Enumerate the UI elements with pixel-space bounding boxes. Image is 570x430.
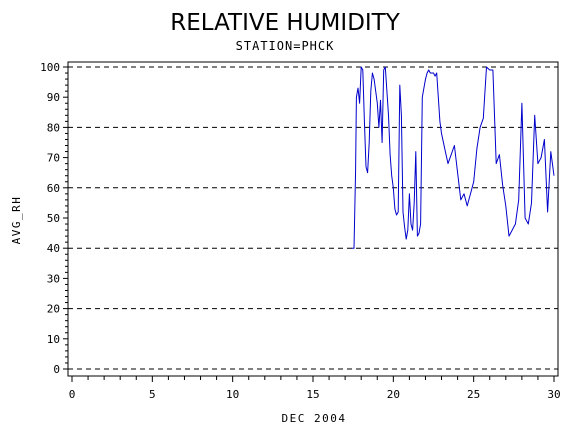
y-tick-label-90: 90 <box>47 91 60 104</box>
x-axis: 0 5 10 15 20 25 30 <box>69 376 561 401</box>
series-line-0 <box>351 66 555 249</box>
x-tick-label-15: 15 <box>306 388 319 401</box>
series-layer <box>351 66 555 249</box>
chart-subtitle: STATION=PHCK <box>236 39 335 53</box>
chart-title: RELATIVE HUMIDITY <box>170 10 401 36</box>
y-tick-label-50: 50 <box>47 212 60 225</box>
y-tick-label-0: 0 <box>53 363 60 376</box>
x-tick-label-5: 5 <box>149 388 156 401</box>
y-tick-label-20: 20 <box>47 303 60 316</box>
y-tick-label-30: 30 <box>47 272 60 285</box>
y-tick-label-10: 10 <box>47 333 60 346</box>
x-tick-label-30: 30 <box>547 388 560 401</box>
y-tick-label-60: 60 <box>47 182 60 195</box>
x-tick-label-10: 10 <box>226 388 239 401</box>
y-tick-label-70: 70 <box>47 152 60 165</box>
y-tick-label-80: 80 <box>47 121 60 134</box>
grid-lines <box>68 66 558 370</box>
y-tick-label-100: 100 <box>40 61 60 74</box>
x-tick-label-0: 0 <box>69 388 76 401</box>
y-axis: 0 10 20 30 40 50 60 70 80 90 100 <box>40 61 68 376</box>
x-tick-label-25: 25 <box>467 388 480 401</box>
x-axis-label: DEC 2004 <box>282 412 347 425</box>
plot-frame <box>67 61 559 377</box>
x-tick-label-20: 20 <box>387 388 400 401</box>
y-tick-label-40: 40 <box>47 242 60 255</box>
y-axis-label: AVG_RH <box>10 196 23 245</box>
